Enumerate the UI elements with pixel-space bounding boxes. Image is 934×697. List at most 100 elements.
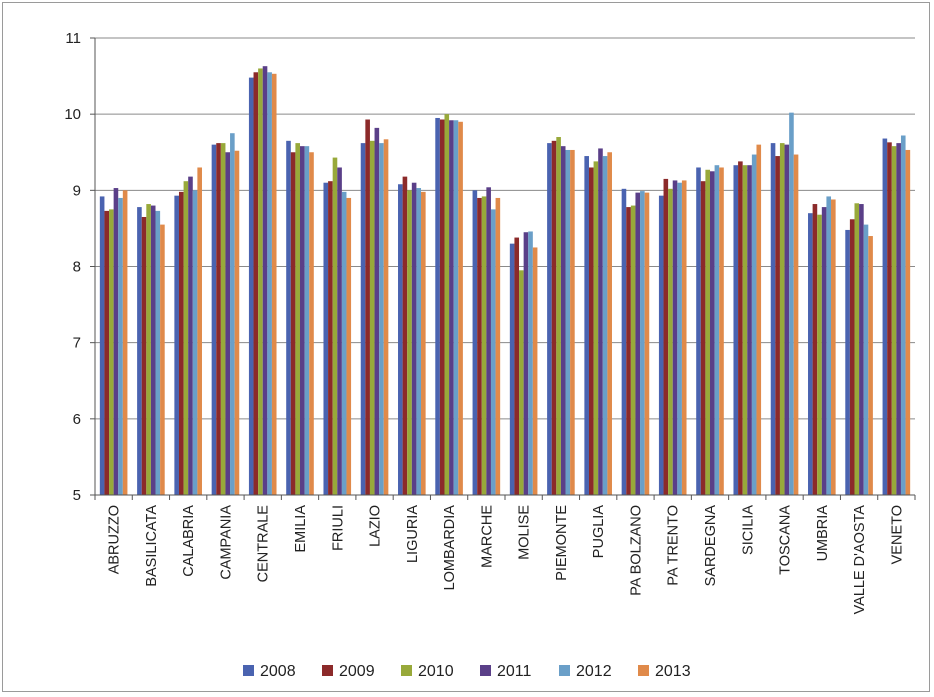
bar-2012-liguria	[416, 188, 422, 495]
x-axis-category-labels: ABRUZZO BASILICATA CALABRIA CAMPANIA CENTRAL…	[107, 505, 906, 615]
bar-2011-basilicata	[150, 205, 156, 496]
x-category-label: PIEMONTE	[554, 505, 570, 581]
bar-2011-puglia	[598, 148, 603, 496]
bar-2009-liguria	[402, 176, 408, 495]
bar-2010-lazio	[369, 140, 375, 495]
x-category-label: SARDEGNA	[703, 505, 719, 587]
bar-2008-friuli	[323, 182, 329, 495]
bar-2009-veneto	[887, 142, 892, 495]
bar-2012-calabria	[192, 190, 198, 496]
bar-2013-sardegna	[719, 167, 724, 495]
bar-2011-friuli	[337, 167, 342, 495]
bar-2010-umbria	[817, 214, 822, 495]
x-category-label: PUGLIA	[591, 505, 607, 559]
x-category-label: ABRUZZO	[107, 505, 123, 574]
bar-2010-pa-bolzano	[630, 205, 636, 496]
x-category-label: EMILIA	[293, 505, 309, 553]
bar-2010-campania	[220, 143, 226, 496]
bar-2013-toscana	[793, 154, 799, 495]
legend-label: 2010	[418, 663, 454, 680]
bar-2011-pa-trento	[672, 180, 678, 495]
x-category-label: LIGURIA	[405, 505, 421, 563]
bar-2008-liguria	[398, 184, 403, 496]
bar-2011-pa-bolzano	[635, 192, 641, 495]
bar-2008-umbria	[808, 213, 813, 495]
bar-chart: 5 6 7 8 9 10 11 ABRUZZO BASILICATA CALABRIA CAMPA…	[64, 30, 916, 680]
bar-2008-centrale	[248, 77, 254, 496]
bar-2010-puglia	[593, 161, 599, 495]
bar-2010-emilia	[295, 143, 300, 496]
bar-2010-lombardia	[444, 114, 450, 496]
bar-2012-veneto	[900, 135, 906, 495]
y-tick-label: 5	[73, 487, 81, 504]
y-tick-label: 7	[73, 335, 81, 352]
bar-2011-valle-d-aosta	[859, 204, 864, 495]
bar-2012-emilia	[304, 146, 310, 495]
bar-2011-centrale	[262, 66, 268, 495]
bar-2009-sicilia	[738, 161, 743, 495]
bar-2013-emilia	[309, 152, 314, 495]
bar-2012-pa-trento	[677, 182, 682, 495]
bar-2011-liguria	[411, 182, 417, 495]
x-category-label: CENTRALE	[256, 505, 272, 583]
bar-2008-veneto	[882, 138, 888, 496]
bar-2012-toscana	[789, 112, 794, 495]
bar-2013-liguria	[421, 191, 426, 495]
x-category-label: PA BOLZANO	[628, 505, 644, 596]
bar-2012-centrale	[267, 72, 272, 496]
y-tick-label: 8	[73, 259, 81, 276]
bar-2012-pa-bolzano	[640, 191, 645, 495]
bar-2012-campania	[230, 133, 235, 496]
bar-2008-lombardia	[435, 117, 440, 495]
bar-2011-campania	[225, 152, 231, 495]
x-category-label: VENETO	[889, 505, 905, 564]
x-category-label: LAZIO	[368, 505, 384, 547]
bar-2009-puglia	[588, 167, 594, 495]
bar-2008-abruzzo	[99, 196, 105, 495]
bar-2010-sardegna	[705, 169, 710, 496]
bar-2012-valle-d-aosta	[863, 224, 869, 495]
bar-2009-basilicata	[141, 216, 147, 495]
x-category-label: MARCHE	[479, 505, 495, 568]
bar-2008-sardegna	[696, 167, 701, 495]
bar-2009-sardegna	[700, 181, 706, 495]
bar-2012-umbria	[826, 196, 832, 495]
bar-2010-calabria	[183, 181, 189, 495]
bar-2010-valle-d-aosta	[854, 203, 860, 495]
y-tick-label: 9	[73, 182, 81, 199]
bar-2008-molise	[509, 243, 515, 495]
bar-2008-pa-bolzano	[621, 188, 627, 495]
bar-2010-pa-trento	[668, 188, 673, 495]
bar-2011-piemonte	[560, 146, 566, 495]
x-category-label: BASILICATA	[144, 505, 160, 587]
bar-2013-calabria	[197, 167, 202, 495]
y-tick-label: 11	[65, 30, 81, 47]
bar-2011-umbria	[821, 207, 827, 495]
bar-2008-marche	[472, 190, 478, 496]
bar-2013-abruzzo	[122, 190, 128, 496]
bar-2009-abruzzo	[104, 210, 110, 496]
bar-2012-molise	[528, 231, 533, 496]
bar-2010-sicilia	[742, 165, 748, 495]
legend-swatch	[401, 665, 412, 676]
legend-swatch	[638, 665, 649, 676]
bar-2013-centrale	[271, 73, 277, 495]
bar-2009-piemonte	[551, 140, 557, 495]
x-category-label: LOMBARDIA	[442, 505, 458, 591]
bar-2013-valle-d-aosta	[868, 236, 873, 496]
bar-2013-pa-bolzano	[644, 192, 650, 495]
x-category-label: FRIULI	[330, 505, 346, 551]
bar-2013-pa-trento	[681, 180, 687, 495]
bar-2009-umbria	[812, 204, 818, 495]
legend-label: 2009	[339, 663, 375, 680]
legend-label: 2011	[497, 663, 532, 680]
bar-2009-pa-trento	[663, 178, 669, 496]
y-axis-tick-labels: 5 6 7 8 9 10 11	[64, 30, 81, 504]
bar-2013-veneto	[905, 149, 911, 495]
bar-2011-marche	[486, 187, 491, 495]
bar-2011-lombardia	[449, 120, 454, 495]
x-category-label: UMBRIA	[815, 505, 831, 562]
bar-2010-piemonte	[556, 137, 561, 495]
bar-2008-campania	[211, 144, 217, 495]
